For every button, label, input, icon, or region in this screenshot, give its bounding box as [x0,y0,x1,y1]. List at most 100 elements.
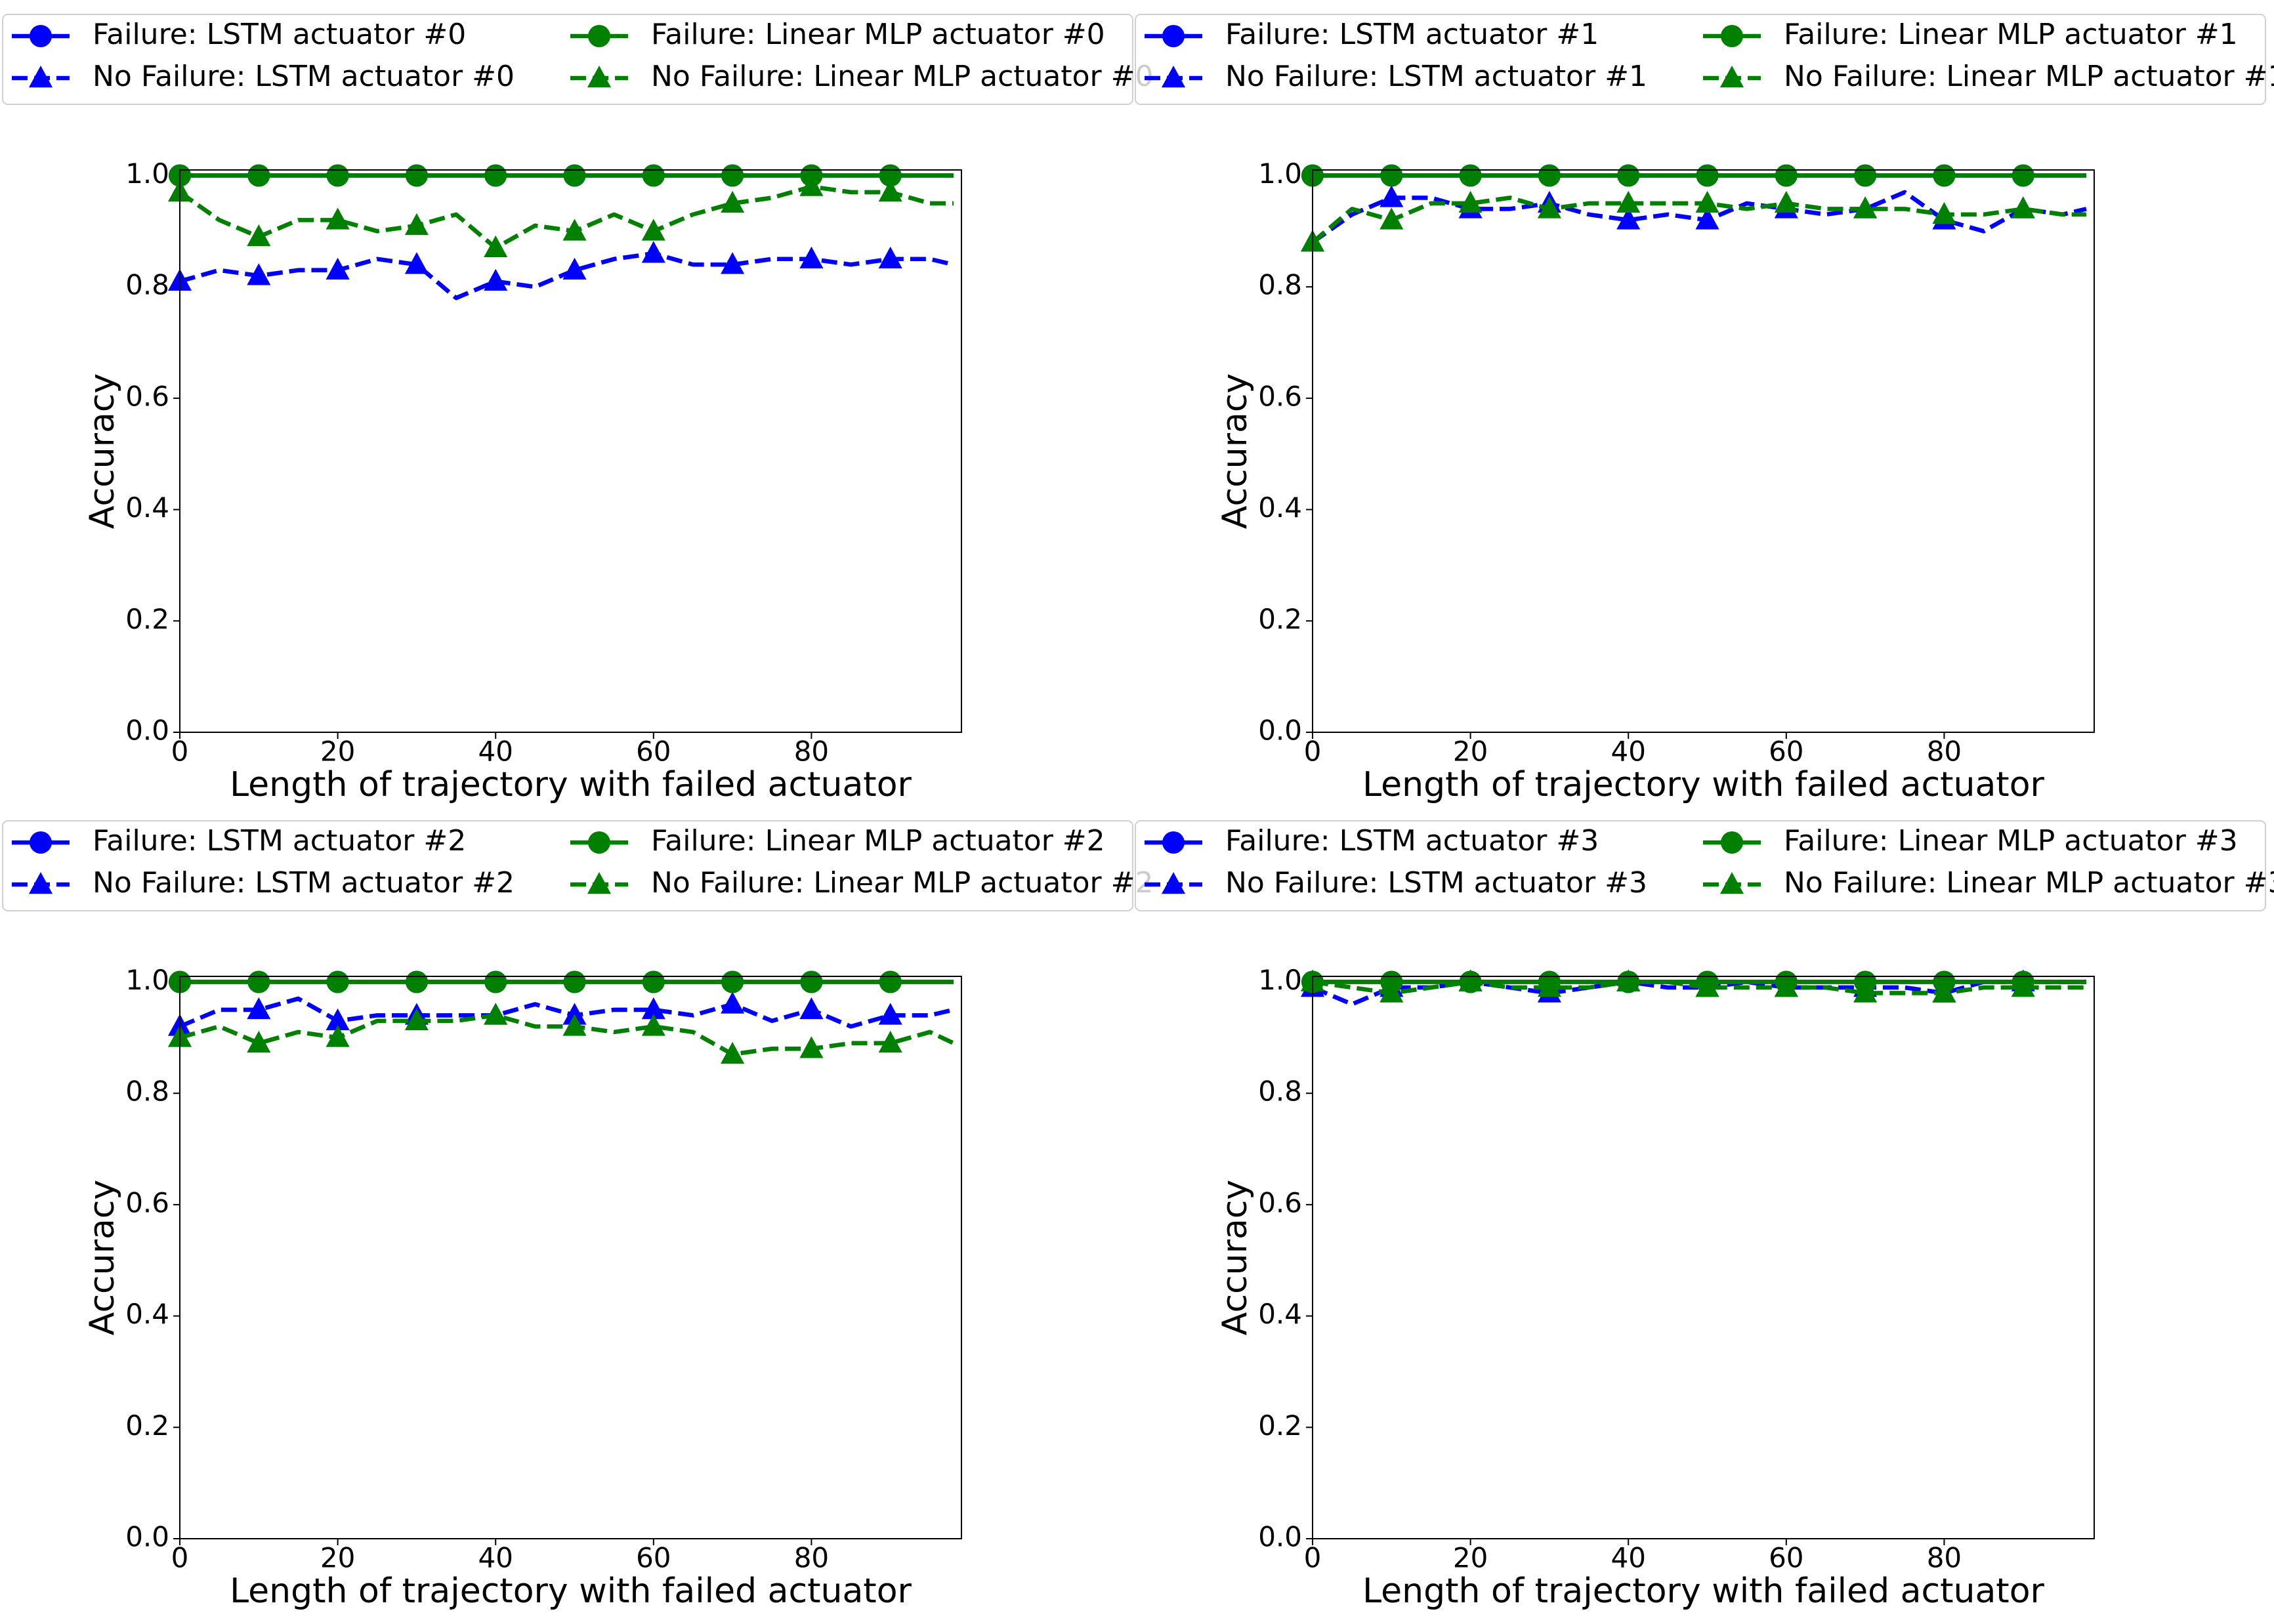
data-point [2011,974,2035,997]
data-point [1379,207,1404,230]
data-point [1854,164,1877,187]
data-point [326,164,349,187]
x-tick-label: 0 [1304,736,1322,768]
data-point [2011,196,2035,219]
x-tick-label: 80 [794,736,829,768]
data-point [1616,969,1641,991]
data-point [1853,980,1878,1003]
x-tick-label: 20 [320,736,355,768]
data-point [721,190,745,213]
y-tick-label: 0.6 [125,1186,169,1218]
data-point [405,970,428,993]
legend: Failure: LSTM actuator #1 No Failure: LST… [1135,14,2274,105]
data-point [1617,164,1640,187]
data-point [799,174,824,196]
legend-label: No Failure: Linear MLP actuator #2 [651,866,1154,900]
data-point [2011,164,2034,187]
legend-label: No Failure: Linear MLP actuator #3 [1784,866,2274,900]
x-tick-label: 0 [171,736,189,768]
data-point [563,164,586,187]
data-point [562,257,587,280]
legend-label: No Failure: LSTM actuator #0 [93,60,515,93]
data-point [879,970,902,993]
data-point [1459,164,1482,187]
data-point [800,970,823,993]
legend-marker [588,25,610,47]
data-point [641,1014,665,1036]
y-tick-label: 0.6 [1258,380,1302,412]
legend-marker [30,25,52,47]
data-point [247,164,270,187]
y-tick-label: 0.4 [125,1298,169,1330]
data-point [1774,974,1798,997]
x-tick-label: 20 [1453,736,1488,768]
data-point [1458,969,1483,991]
data-point [721,252,745,274]
legend-marker [1162,831,1185,854]
legend-marker [1721,831,1743,854]
data-point [642,164,665,187]
axes-frame [1312,169,2095,733]
data-point [1695,190,1719,213]
data-point [562,219,587,241]
data-point [484,970,507,993]
legend: Failure: LSTM actuator #0 No Failure: LST… [2,14,1154,105]
legend-label: No Failure: LSTM actuator #3 [1225,866,1647,900]
data-point [484,164,507,187]
data-point [878,1030,902,1053]
data-point [641,241,665,263]
data-point [1695,974,1719,997]
legend-marker [1719,66,1744,88]
x-tick-label: 60 [636,1542,671,1574]
data-point [1775,164,1798,187]
y-tick-label: 0.4 [1258,491,1302,524]
legend-label: Failure: Linear MLP actuator #2 [651,824,1105,858]
legend-marker [588,831,610,854]
y-tick-label: 0.0 [125,715,169,747]
data-point [326,970,349,993]
legend-marker [30,831,52,854]
y-tick-label: 0.2 [125,603,169,635]
data-point [1774,190,1798,213]
y-axis-label: Accuracy [83,1180,122,1335]
data-point [799,997,824,1020]
x-tick-label: 40 [478,736,513,768]
legend-marker [587,66,612,88]
data-point [562,1014,587,1036]
y-tick-label: 0.6 [125,380,169,412]
data-point [799,1036,824,1058]
data-point [1616,207,1641,230]
legend-label: Failure: LSTM actuator #1 [1225,18,1599,51]
legend-box [1135,820,2266,911]
data-point [1379,980,1404,1003]
series-line [179,251,954,301]
data-point [247,263,271,285]
data-point [562,1003,587,1025]
legend-label: Failure: Linear MLP actuator #0 [651,18,1105,51]
data-point [641,219,665,241]
x-tick-label: 40 [478,1542,513,1574]
axes-frame [1312,976,2095,1539]
legend-label: Failure: LSTM actuator #3 [1225,824,1599,858]
data-point [1932,201,1956,224]
data-point [721,991,745,1014]
data-point [247,997,271,1020]
x-tick-label: 60 [1769,1542,1803,1574]
data-point [326,207,350,230]
legend-label: Failure: Linear MLP actuator #1 [1784,18,2238,51]
data-point [721,970,744,993]
y-tick-label: 0.8 [1258,269,1302,301]
data-point [326,1008,350,1031]
y-tick-label: 0.4 [1258,1298,1302,1330]
x-tick-label: 60 [1769,736,1803,768]
legend-marker [587,872,612,894]
data-point [1853,196,1878,219]
legend-marker [1161,66,1186,88]
axes-frame [179,976,962,1539]
axes-frame [179,169,962,733]
data-point [563,970,586,993]
data-point [326,1025,350,1047]
legend-label: No Failure: LSTM actuator #2 [93,866,515,900]
